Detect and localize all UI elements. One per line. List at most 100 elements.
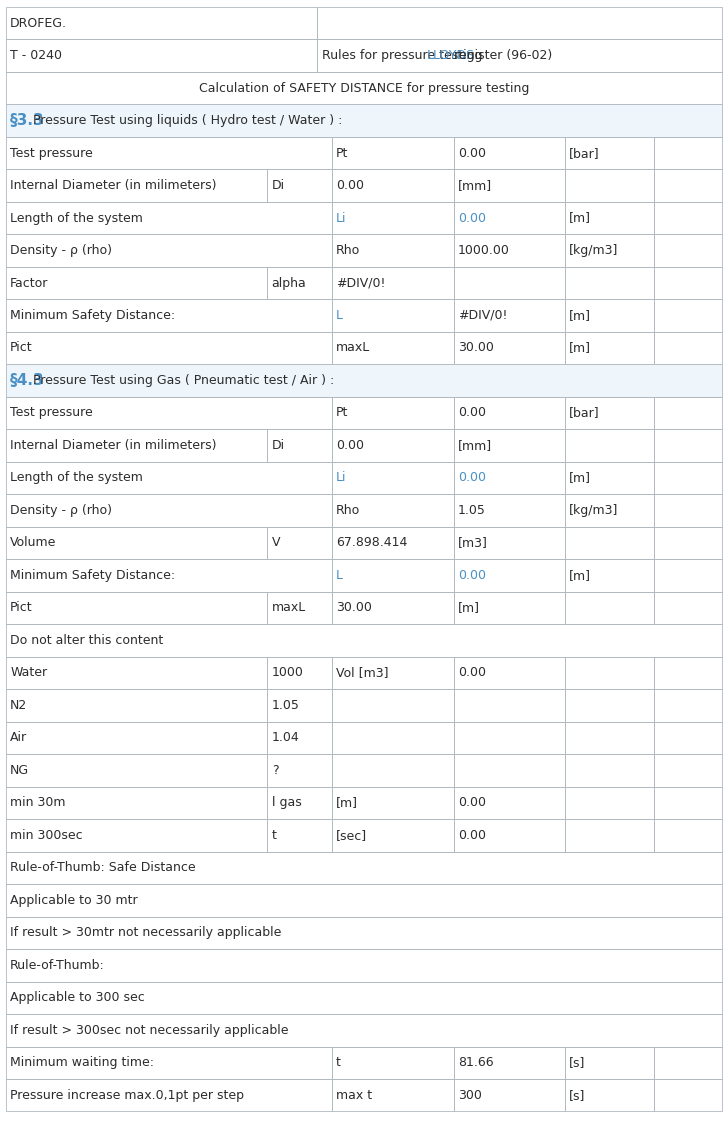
- Text: [m]: [m]: [569, 342, 591, 355]
- Bar: [565, 559, 654, 592]
- Text: l gas: l gas: [272, 797, 301, 809]
- Bar: [454, 787, 565, 819]
- Text: Li: Li: [336, 472, 347, 484]
- Bar: [565, 819, 654, 852]
- Text: Test pressure: Test pressure: [10, 407, 93, 420]
- Bar: [6, 592, 267, 624]
- Bar: [267, 592, 332, 624]
- Bar: [454, 1047, 565, 1078]
- Bar: [654, 787, 722, 819]
- Bar: [6, 559, 332, 592]
- Text: Li: Li: [336, 212, 347, 225]
- Bar: [332, 819, 454, 852]
- Text: Density - ρ (rho): Density - ρ (rho): [10, 244, 112, 256]
- Text: Water: Water: [10, 667, 47, 679]
- Text: [mm]: [mm]: [458, 179, 492, 192]
- Bar: [454, 689, 565, 722]
- Text: V: V: [272, 537, 280, 549]
- Text: Rule-of-Thumb: Safe Distance: Rule-of-Thumb: Safe Distance: [10, 862, 196, 874]
- Text: 0.00: 0.00: [458, 407, 486, 420]
- Text: DROFEG.: DROFEG.: [10, 17, 67, 30]
- Text: Calculation of SAFETY DISTANCE for pressure testing: Calculation of SAFETY DISTANCE for press…: [199, 82, 529, 95]
- Bar: [267, 689, 332, 722]
- Text: 0.00: 0.00: [458, 212, 486, 225]
- Bar: [332, 462, 454, 494]
- Text: Rule-of-Thumb:: Rule-of-Thumb:: [10, 959, 105, 971]
- Text: Rho: Rho: [336, 244, 360, 256]
- Bar: [332, 137, 454, 169]
- Bar: [454, 234, 565, 267]
- Bar: [6, 462, 332, 494]
- Bar: [565, 592, 654, 624]
- Bar: [654, 429, 722, 462]
- Text: §3.3: §3.3: [10, 113, 45, 128]
- Bar: [6, 624, 722, 657]
- Bar: [565, 169, 654, 202]
- Bar: [6, 1047, 332, 1078]
- Text: 1000.00: 1000.00: [458, 244, 510, 256]
- Bar: [654, 689, 722, 722]
- Bar: [565, 332, 654, 364]
- Bar: [654, 462, 722, 494]
- Bar: [332, 592, 454, 624]
- Bar: [454, 592, 565, 624]
- Text: §4.3: §4.3: [10, 373, 45, 388]
- Bar: [454, 267, 565, 299]
- Text: 0.00: 0.00: [458, 797, 486, 809]
- Text: 30.00: 30.00: [458, 342, 494, 355]
- Text: [m]: [m]: [569, 472, 591, 484]
- Bar: [6, 948, 722, 982]
- Text: Pt: Pt: [336, 147, 349, 160]
- Bar: [565, 494, 654, 527]
- Bar: [6, 1013, 722, 1047]
- Text: [sec]: [sec]: [336, 829, 367, 841]
- Bar: [454, 754, 565, 787]
- Text: Minimum Safety Distance:: Minimum Safety Distance:: [10, 309, 175, 321]
- Bar: [654, 559, 722, 592]
- Text: Pressure Test using liquids ( Hydro test / Water ) :: Pressure Test using liquids ( Hydro test…: [29, 114, 343, 127]
- Bar: [565, 137, 654, 169]
- Bar: [565, 202, 654, 234]
- Text: maxL: maxL: [336, 342, 371, 355]
- Bar: [332, 494, 454, 527]
- Bar: [454, 397, 565, 429]
- Bar: [332, 169, 454, 202]
- Bar: [6, 754, 267, 787]
- Bar: [332, 657, 454, 689]
- Text: Pt: Pt: [336, 407, 349, 420]
- Bar: [6, 137, 332, 169]
- Bar: [267, 754, 332, 787]
- Text: 0.00: 0.00: [458, 667, 486, 679]
- Text: Minimum waiting time:: Minimum waiting time:: [10, 1057, 154, 1069]
- Bar: [654, 657, 722, 689]
- Text: Pict: Pict: [10, 602, 33, 614]
- Bar: [654, 332, 722, 364]
- Text: [bar]: [bar]: [569, 407, 600, 420]
- Bar: [454, 462, 565, 494]
- Bar: [332, 202, 454, 234]
- Text: [m]: [m]: [569, 212, 591, 225]
- Bar: [6, 234, 332, 267]
- Text: [kg/m3]: [kg/m3]: [569, 244, 618, 256]
- Text: min 300sec: min 300sec: [10, 829, 83, 841]
- Bar: [565, 397, 654, 429]
- Text: If result > 300sec not necessarily applicable: If result > 300sec not necessarily appli…: [10, 1024, 289, 1036]
- Text: #DIV/0!: #DIV/0!: [458, 309, 507, 321]
- Text: [m]: [m]: [336, 797, 358, 809]
- Bar: [565, 657, 654, 689]
- Bar: [6, 689, 267, 722]
- Bar: [332, 722, 454, 754]
- Bar: [332, 689, 454, 722]
- Bar: [332, 234, 454, 267]
- Bar: [654, 137, 722, 169]
- Bar: [454, 527, 565, 559]
- Text: Volume: Volume: [10, 537, 57, 549]
- Bar: [654, 1047, 722, 1078]
- Text: Rho: Rho: [336, 504, 360, 516]
- Bar: [565, 462, 654, 494]
- Bar: [267, 267, 332, 299]
- Bar: [654, 819, 722, 852]
- Bar: [454, 137, 565, 169]
- Bar: [317, 39, 722, 72]
- Bar: [267, 722, 332, 754]
